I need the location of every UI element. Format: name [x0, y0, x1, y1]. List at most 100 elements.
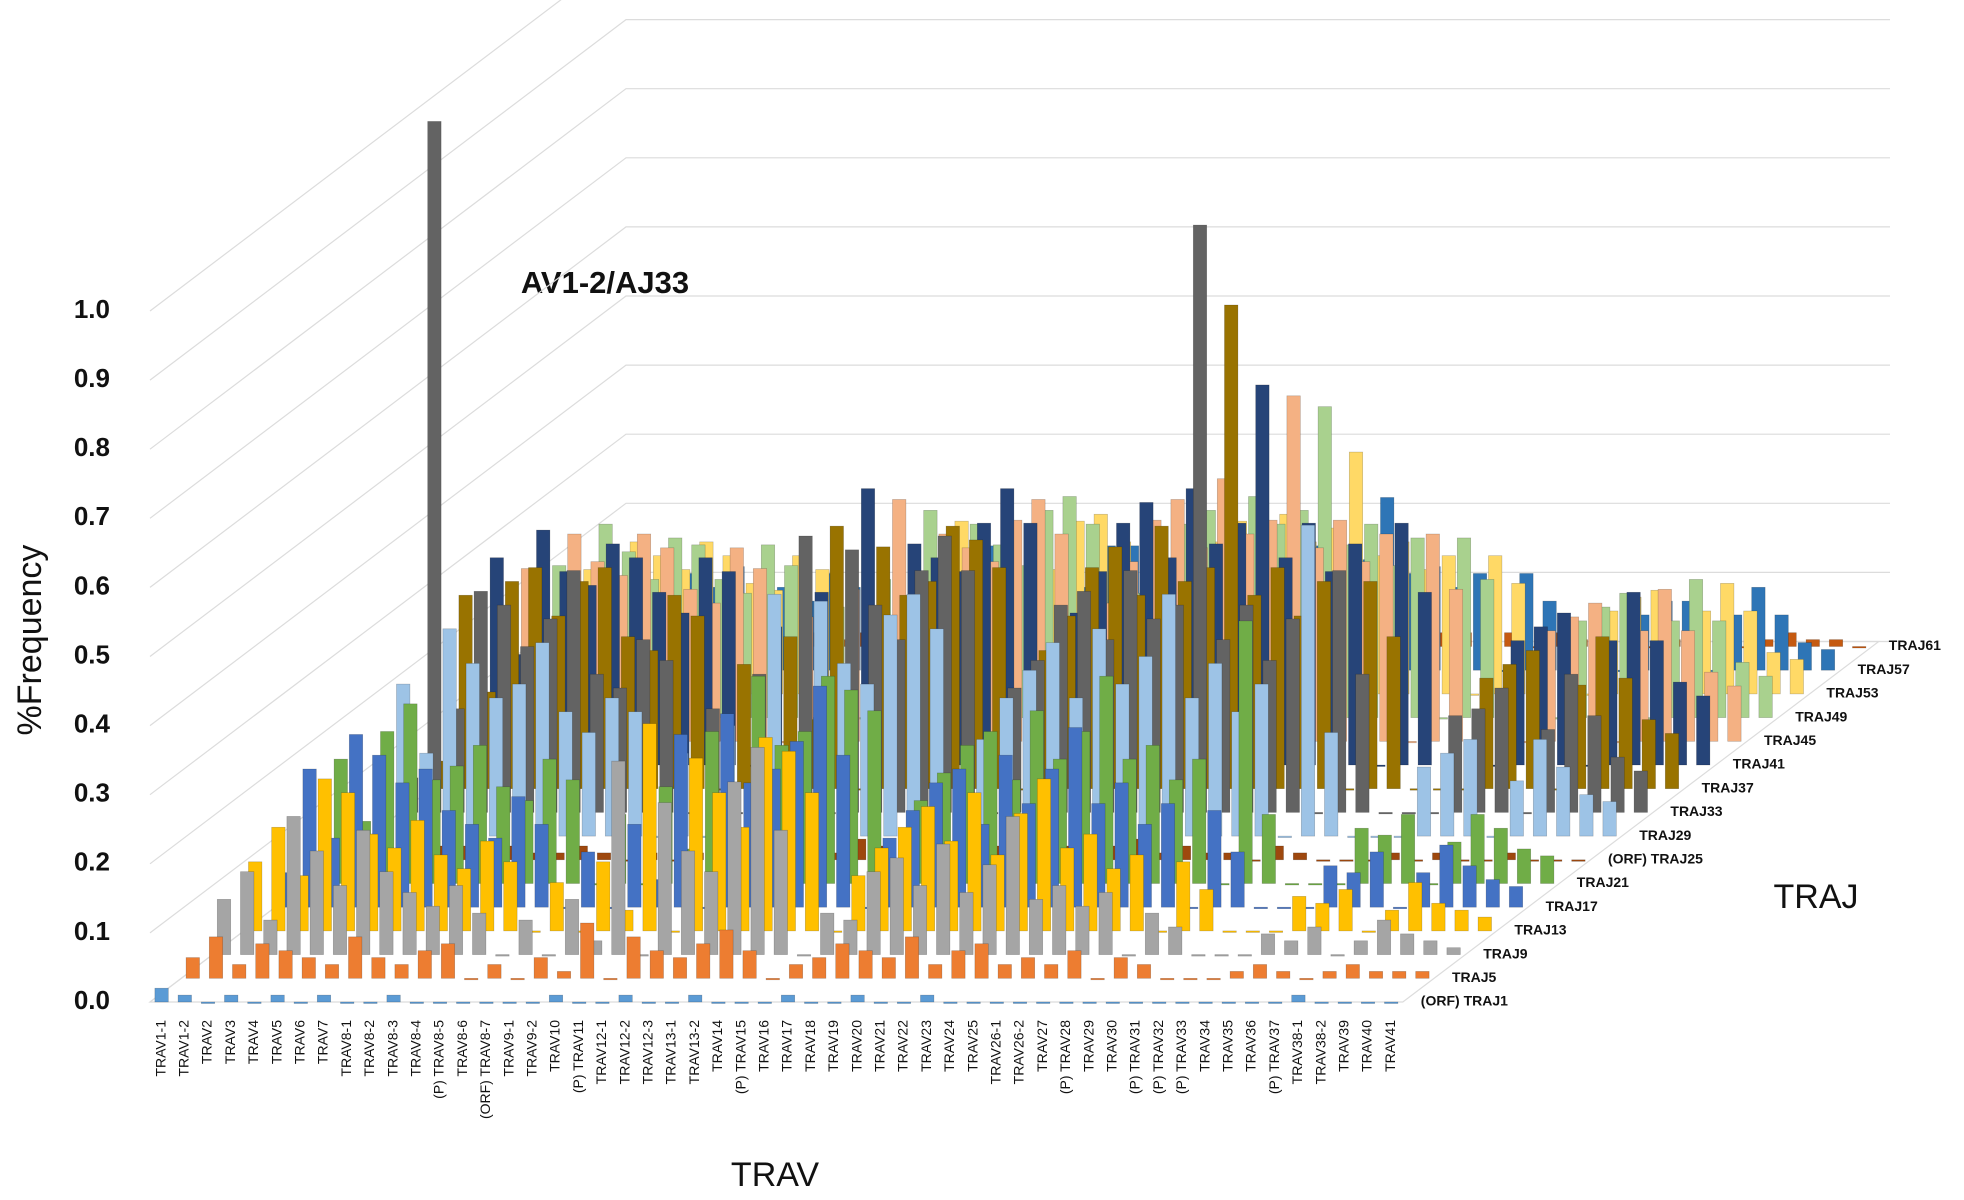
- y-tick-label: 0.5: [74, 639, 110, 669]
- bar: [417, 950, 432, 979]
- y-tick-label: 0.1: [74, 916, 110, 946]
- bar: [1463, 739, 1478, 837]
- y-tick-label: 0.0: [74, 985, 110, 1015]
- z-tick-label: TRAJ9: [1483, 945, 1528, 961]
- bar: [1431, 902, 1446, 932]
- bar: [595, 1001, 610, 1004]
- bar: [409, 1001, 424, 1004]
- y-tick-label: 0.6: [74, 570, 110, 600]
- bar: [425, 905, 440, 955]
- bar: [271, 826, 286, 932]
- x-tick-label: TRAV20: [848, 1020, 864, 1072]
- bar: [1044, 964, 1059, 979]
- bar: [928, 964, 943, 979]
- bar: [649, 950, 664, 979]
- bar: [1355, 673, 1370, 813]
- bar: [757, 1001, 772, 1004]
- bar: [881, 957, 896, 979]
- bar: [1168, 926, 1183, 955]
- grid-line: [149, 226, 1890, 588]
- x-tick-label: (P) TRAV32: [1150, 1020, 1166, 1094]
- bar: [1338, 889, 1353, 932]
- bar: [1036, 1001, 1051, 1004]
- bar: [626, 936, 641, 979]
- z-tick-label: TRAJ33: [1670, 803, 1722, 819]
- bar: [402, 892, 417, 955]
- bar: [1036, 778, 1052, 932]
- bar: [642, 723, 657, 932]
- bar: [1082, 1001, 1097, 1004]
- x-tick-label: (P) TRAV15: [732, 1020, 748, 1094]
- x-tick-label: TRAV26-1: [988, 1020, 1004, 1085]
- x-tick-label: TRAV38-1: [1289, 1020, 1305, 1085]
- bar: [1276, 971, 1291, 979]
- bar: [1384, 1001, 1399, 1004]
- bar: [1368, 971, 1384, 979]
- bar: [1183, 977, 1198, 981]
- bar: [1160, 977, 1175, 981]
- x-tick-label: TRAV1-2: [176, 1020, 192, 1077]
- bar: [1144, 912, 1160, 955]
- bar: [1820, 649, 1836, 671]
- bar: [247, 1001, 262, 1004]
- bar: [580, 851, 596, 908]
- bar: [386, 994, 401, 1003]
- bar: [664, 1001, 680, 1004]
- x-tick-label: TRAV1-1: [152, 1020, 168, 1077]
- bar: [1508, 886, 1524, 908]
- bar: [440, 943, 456, 979]
- bar: [1075, 905, 1090, 955]
- bar: [1400, 933, 1415, 955]
- x-tick-label: TRAV3: [222, 1020, 238, 1064]
- bar: [696, 943, 711, 979]
- y-tick-label: 0.2: [74, 847, 110, 877]
- bar: [1416, 766, 1432, 837]
- bar: [835, 943, 850, 979]
- bar: [1206, 977, 1221, 981]
- bar: [432, 1001, 448, 1004]
- bar: [1254, 683, 1269, 837]
- bar: [270, 994, 285, 1003]
- bar: [680, 850, 696, 955]
- bar: [641, 1001, 656, 1004]
- bar: [1198, 1001, 1213, 1004]
- bar: [1439, 844, 1454, 908]
- y-axis-title: %Frequency: [11, 545, 49, 736]
- bar: [1129, 854, 1144, 932]
- z-tick-label: (ORF) TRAJ1: [1421, 993, 1508, 1009]
- bar: [1610, 756, 1625, 813]
- bar: [596, 852, 612, 861]
- bar: [866, 871, 881, 955]
- bar: [154, 987, 169, 1003]
- y-tick-label: 0.7: [74, 501, 110, 531]
- x-tick-label: TRAV19: [825, 1020, 841, 1072]
- x-tick-label: TRAV12-1: [593, 1020, 609, 1085]
- bars: [154, 121, 1867, 1004]
- grid-line: [149, 295, 1890, 657]
- x-tick-label: TRAV34: [1196, 1020, 1212, 1072]
- x-tick-label: (P) TRAV33: [1173, 1020, 1189, 1094]
- bar: [1260, 933, 1276, 955]
- x-axis-title: TRAV: [731, 1156, 819, 1194]
- x-tick-label: TRAV14: [709, 1020, 725, 1072]
- bar: [379, 871, 394, 955]
- z-tick-label: TRAJ13: [1514, 922, 1566, 938]
- bar: [1245, 930, 1260, 933]
- x-tick-label: TRAV8-3: [384, 1020, 400, 1077]
- bar: [1315, 902, 1330, 932]
- x-tick-label: TRAV7: [315, 1020, 331, 1064]
- bar: [1314, 1001, 1329, 1004]
- bar: [581, 732, 596, 837]
- x-tick-label: TRAV12-3: [640, 1020, 656, 1085]
- bar: [1392, 906, 1408, 910]
- bar: [464, 977, 479, 981]
- bar: [448, 885, 464, 955]
- bar: [936, 843, 951, 955]
- bar: [1339, 859, 1354, 862]
- z-tick-label: TRAJ29: [1639, 827, 1691, 843]
- bar: [1493, 827, 1508, 884]
- bar: [827, 1001, 842, 1004]
- bar: [1852, 646, 1867, 649]
- x-tick-label: TRAV10: [547, 1020, 563, 1072]
- x-tick-label: TRAV22: [895, 1020, 911, 1072]
